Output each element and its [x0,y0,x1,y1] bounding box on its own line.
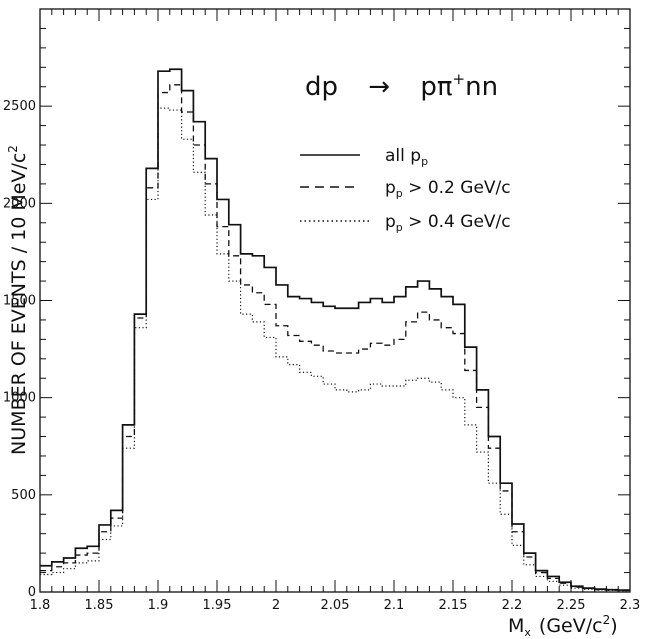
series-line-dotted [40,107,630,592]
y-tick-label: 0 [28,585,36,600]
x-tick-label: 2.1 [384,598,405,613]
x-tick-label: 1.85 [85,598,114,613]
x-tick-label: 2.25 [557,598,586,613]
legend-label-04: pp > 0.4 GeV/c [385,212,511,234]
y-tick-label: 2500 [3,99,36,114]
x-tick-label: 2.15 [439,598,468,613]
x-tick-label: 2.3 [620,598,641,613]
x-tick-label: 1.9 [148,598,169,613]
series-layer [40,68,630,592]
y-tick-label: 1500 [3,294,36,309]
legend-label-all: all pp [385,146,428,168]
x-tick-label: 2.05 [321,598,350,613]
series-line-dashed [40,84,630,592]
x-tick-label: 2.2 [502,598,523,613]
axis-ticks: 1.8 1.85 1.9 1.95 2 2.05 2.1 2.15 2.2 2.25 2.3 0 500… [3,9,640,613]
y-tick-label: 1000 [3,391,36,406]
chart-title: dp → pπ+nn [305,70,498,102]
x-axis-title: Mx (GeV/c2) [508,613,618,639]
y-tick-label: 500 [11,488,36,503]
y-tick-label: 2000 [3,196,36,211]
legend: all pp pp > 0.2 GeV/c pp > 0.4 GeV/c [300,146,511,234]
x-tick-label: 1.95 [203,598,232,613]
series-line-solid [40,68,630,591]
x-tick-label: 1.8 [30,598,51,613]
legend-label-02: pp > 0.2 GeV/c [385,178,511,200]
x-tick-label: 2 [272,598,280,613]
y-axis-title: NUMBER OF EVENTS / 10 MeV/c2 [6,145,30,455]
